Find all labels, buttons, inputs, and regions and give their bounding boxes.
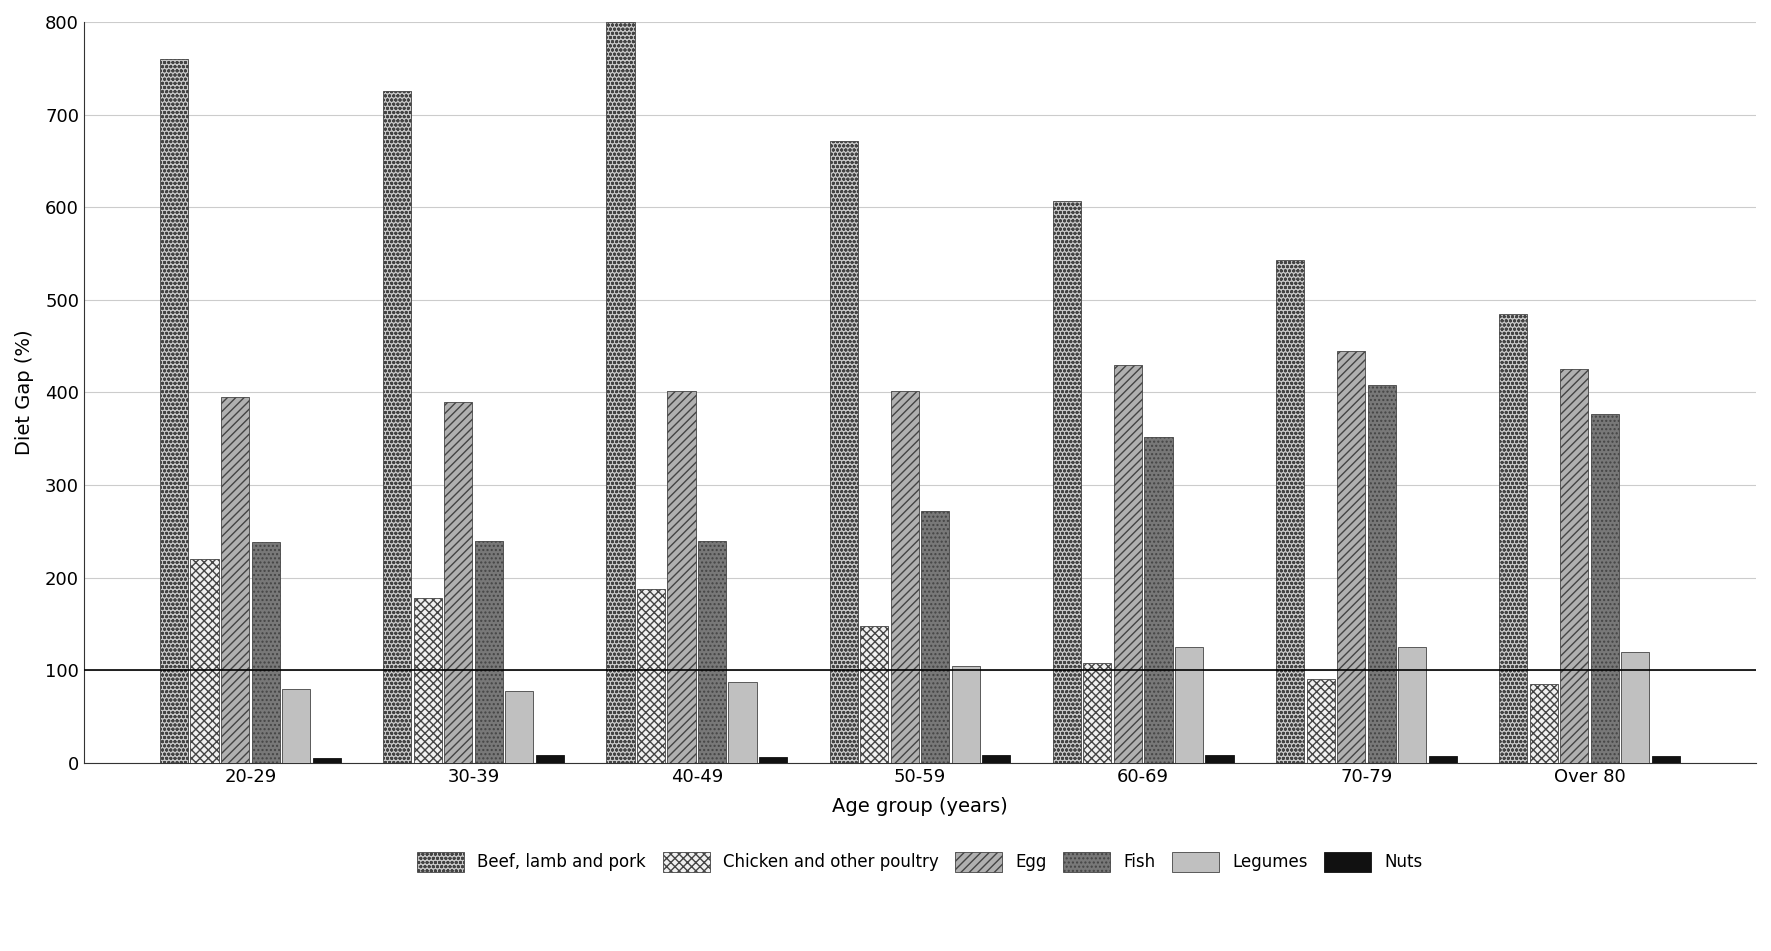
X-axis label: Age group (years): Age group (years): [832, 797, 1008, 816]
Bar: [282, 689, 310, 763]
Bar: [1084, 663, 1112, 763]
Bar: [1530, 684, 1558, 763]
Bar: [1367, 385, 1396, 763]
Bar: [921, 511, 949, 763]
Bar: [1277, 260, 1303, 763]
Bar: [1054, 201, 1080, 763]
Bar: [728, 682, 756, 763]
Bar: [861, 626, 889, 763]
Y-axis label: Diet Gap (%): Diet Gap (%): [14, 330, 34, 456]
Legend: Beef, lamb and pork, Chicken and other poultry, Egg, Fish, Legumes, Nuts: Beef, lamb and pork, Chicken and other p…: [409, 844, 1431, 881]
Bar: [312, 758, 340, 763]
Bar: [829, 141, 857, 763]
Bar: [1429, 756, 1458, 763]
Bar: [1560, 369, 1589, 763]
Bar: [1397, 647, 1426, 763]
Bar: [414, 598, 441, 763]
Bar: [1144, 437, 1172, 763]
Bar: [1206, 755, 1234, 763]
Bar: [445, 401, 473, 763]
Bar: [251, 542, 280, 763]
Bar: [221, 397, 250, 763]
Bar: [983, 755, 1009, 763]
Bar: [1307, 679, 1335, 763]
Bar: [475, 540, 503, 763]
Bar: [606, 22, 634, 763]
Bar: [505, 691, 533, 763]
Bar: [191, 559, 218, 763]
Bar: [1114, 364, 1142, 763]
Bar: [951, 666, 979, 763]
Bar: [1337, 351, 1365, 763]
Bar: [760, 757, 786, 763]
Bar: [1500, 314, 1527, 763]
Bar: [159, 59, 188, 763]
Bar: [1652, 756, 1681, 763]
Bar: [383, 91, 411, 763]
Bar: [1174, 647, 1203, 763]
Bar: [891, 391, 919, 763]
Bar: [638, 589, 666, 763]
Bar: [1622, 651, 1649, 763]
Bar: [668, 391, 696, 763]
Bar: [698, 540, 726, 763]
Bar: [1590, 414, 1619, 763]
Bar: [537, 755, 563, 763]
